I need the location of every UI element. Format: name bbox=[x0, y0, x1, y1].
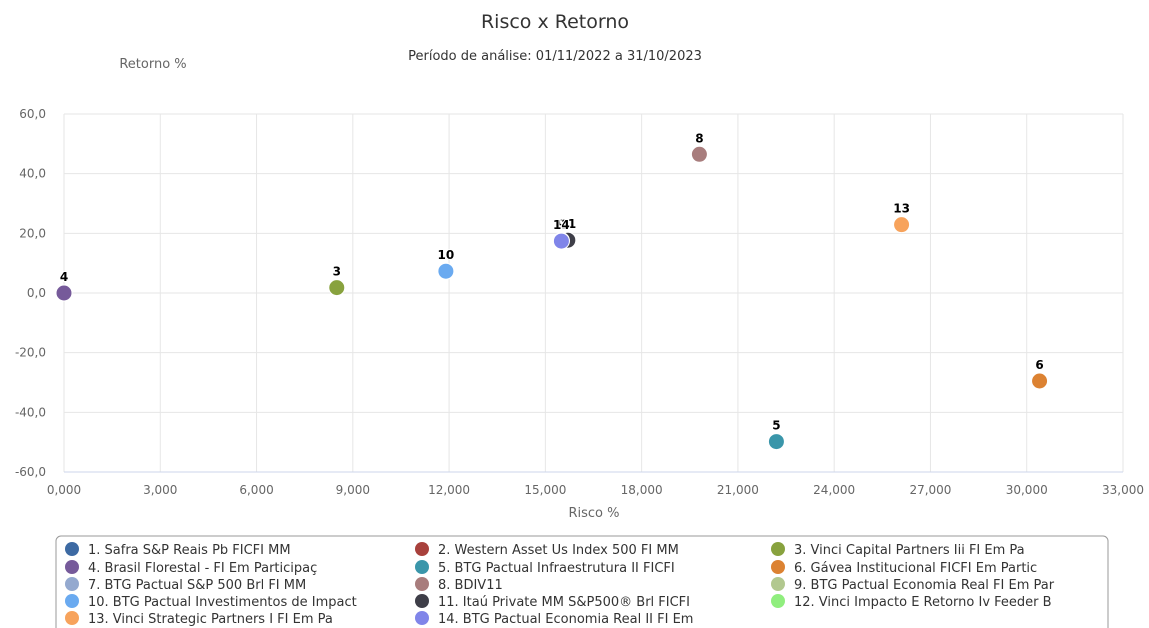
legend-marker-11 bbox=[415, 594, 429, 608]
legend-marker-4 bbox=[65, 560, 79, 574]
legend-marker-3 bbox=[771, 542, 785, 556]
x-tick-label: 18,000 bbox=[621, 483, 663, 497]
x-tick-label: 12,000 bbox=[428, 483, 470, 497]
legend-item-13[interactable]: 13. Vinci Strategic Partners I FI Em Pa bbox=[88, 612, 333, 627]
legend-marker-10 bbox=[65, 594, 79, 608]
data-point-14[interactable] bbox=[552, 232, 570, 250]
legend-item-1[interactable]: 1. Safra S&P Reais Pb FICFI MM bbox=[88, 543, 291, 558]
point-label-4: 4 bbox=[60, 270, 68, 284]
legend-item-9[interactable]: 9. BTG Pactual Economia Real FI Em Par bbox=[794, 578, 1055, 593]
x-tick-label: 27,000 bbox=[909, 483, 951, 497]
point-label-8: 8 bbox=[695, 131, 703, 145]
legend-marker-9 bbox=[771, 577, 785, 591]
legend-marker-7 bbox=[65, 577, 79, 591]
y-tick-label: 60,0 bbox=[19, 107, 46, 121]
point-label-6: 6 bbox=[1035, 358, 1043, 372]
x-tick-label: 24,000 bbox=[813, 483, 855, 497]
chart-subtitle: Período de análise: 01/11/2022 a 31/10/2… bbox=[408, 49, 702, 64]
point-label-2: 2 bbox=[560, 217, 568, 231]
x-tick-label: 0,000 bbox=[47, 483, 81, 497]
x-tick-label: 6,000 bbox=[239, 483, 273, 497]
x-tick-label: 33,000 bbox=[1102, 483, 1144, 497]
legend-item-2[interactable]: 2. Western Asset Us Index 500 FI MM bbox=[438, 543, 679, 558]
legend-marker-1 bbox=[65, 542, 79, 556]
legend-marker-6 bbox=[771, 560, 785, 574]
legend-item-8[interactable]: 8. BDIV11 bbox=[438, 578, 503, 593]
x-tick-label: 3,000 bbox=[143, 483, 177, 497]
legend-marker-14 bbox=[415, 611, 429, 625]
y-tick-label: -40,0 bbox=[15, 405, 46, 419]
y-tick-label: 40,0 bbox=[19, 167, 46, 181]
data-point-13[interactable] bbox=[893, 216, 911, 234]
legend-item-12[interactable]: 12. Vinci Impacto E Retorno Iv Feeder B bbox=[794, 595, 1052, 610]
legend-item-3[interactable]: 3. Vinci Capital Partners Iii FI Em Pa bbox=[794, 543, 1025, 558]
point-label-5: 5 bbox=[772, 419, 780, 433]
x-tick-label: 9,000 bbox=[336, 483, 370, 497]
legend-item-7[interactable]: 7. BTG Pactual S&P 500 Brl FI MM bbox=[88, 578, 306, 593]
point-label-14: 14 bbox=[553, 218, 570, 232]
x-axis-title: Risco % bbox=[568, 506, 619, 521]
point-label-10: 10 bbox=[438, 248, 455, 262]
point-label-11: 11 bbox=[559, 217, 576, 231]
data-point-10[interactable] bbox=[437, 262, 455, 280]
data-point-6[interactable] bbox=[1031, 372, 1049, 390]
x-tick-label: 30,000 bbox=[1006, 483, 1048, 497]
point-label-3: 3 bbox=[333, 265, 341, 279]
y-tick-label: -20,0 bbox=[15, 346, 46, 360]
grid-lines bbox=[63, 113, 1124, 473]
y-tick-label: -60,0 bbox=[15, 465, 46, 479]
point-label-12: 12 bbox=[553, 217, 570, 231]
legend-item-6[interactable]: 6. Gávea Institucional FICFI Em Partic bbox=[794, 561, 1037, 576]
legend-marker-13 bbox=[65, 611, 79, 625]
y-axis-title: Retorno % bbox=[119, 57, 186, 72]
legend-item-10[interactable]: 10. BTG Pactual Investimentos de Impact bbox=[88, 595, 357, 610]
data-point-4[interactable] bbox=[55, 284, 73, 302]
legend-item-5[interactable]: 5. BTG Pactual Infraestrutura II FICFI bbox=[438, 561, 675, 576]
legend-marker-5 bbox=[415, 560, 429, 574]
legend-marker-8 bbox=[415, 577, 429, 591]
point-label-1: 1 bbox=[560, 217, 568, 231]
x-tick-label: 15,000 bbox=[524, 483, 566, 497]
data-point-8[interactable] bbox=[690, 145, 708, 163]
chart-title: Risco x Retorno bbox=[481, 11, 629, 33]
legend: 1. Safra S&P Reais Pb FICFI MM 2. Western… bbox=[55, 535, 1109, 628]
point-label-13: 13 bbox=[893, 202, 910, 216]
y-tick-label: 0,0 bbox=[27, 286, 46, 300]
legend-item-4[interactable]: 4. Brasil Florestal - FI Em Participaç bbox=[88, 561, 317, 576]
axis-ticks: 0,000 3,000 6,000 9,000 12,000 15,000 18,000 21… bbox=[15, 107, 1144, 497]
point-label-9: 9 bbox=[557, 218, 565, 232]
data-point-3[interactable] bbox=[328, 279, 346, 297]
data-point-5[interactable] bbox=[767, 433, 785, 451]
y-tick-label: 20,0 bbox=[19, 226, 46, 240]
legend-box bbox=[55, 535, 1109, 628]
legend-item-14[interactable]: 14. BTG Pactual Economia Real II FI Em bbox=[438, 612, 693, 627]
x-tick-label: 21,000 bbox=[717, 483, 759, 497]
legend-marker-2 bbox=[415, 542, 429, 556]
legend-marker-12 bbox=[771, 594, 785, 608]
point-label-7: 7 bbox=[560, 217, 568, 231]
legend-item-11[interactable]: 11. Itaú Private MM S&P500® Brl FICFI bbox=[438, 595, 690, 610]
